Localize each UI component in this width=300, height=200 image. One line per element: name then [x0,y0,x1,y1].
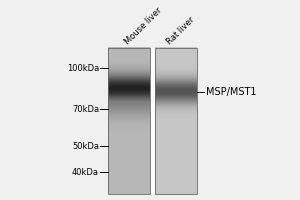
Bar [150,48,154,194]
Text: Rat liver: Rat liver [165,15,196,46]
Text: MSP/MST1: MSP/MST1 [206,87,256,97]
Text: 100kDa: 100kDa [67,64,99,73]
Text: Mouse liver: Mouse liver [123,5,163,46]
Bar [154,48,196,194]
Text: 50kDa: 50kDa [72,142,99,151]
Text: 40kDa: 40kDa [72,168,99,177]
Text: 70kDa: 70kDa [72,105,99,114]
Bar [108,48,150,194]
